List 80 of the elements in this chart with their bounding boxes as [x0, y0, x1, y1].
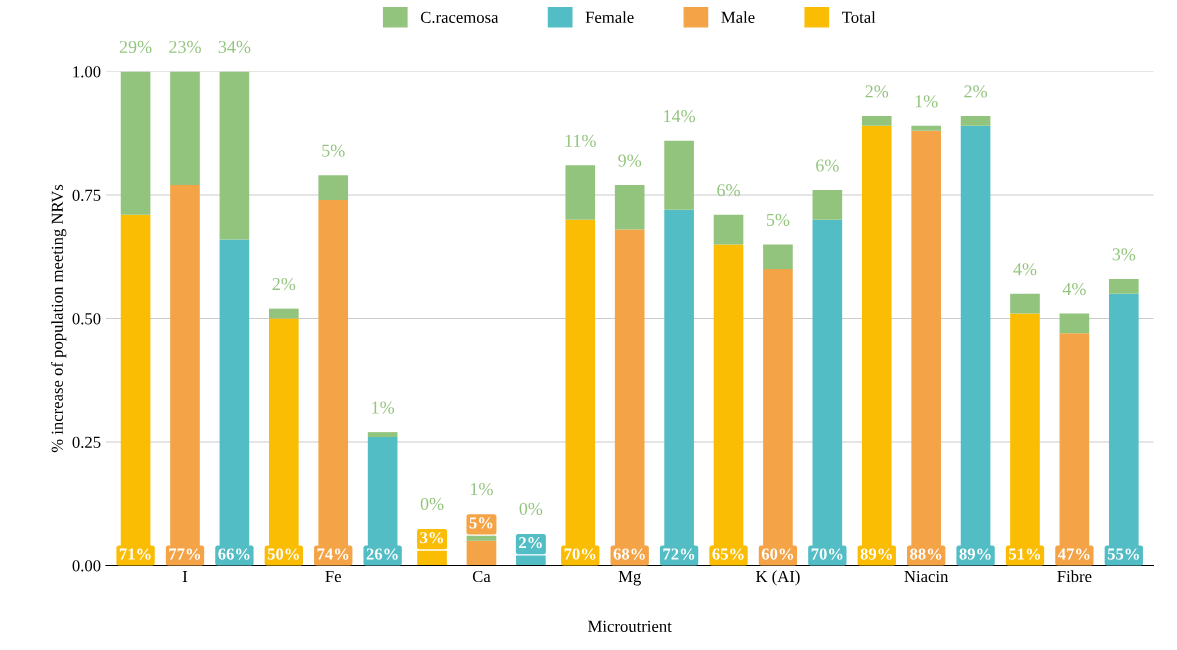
data-label: 74% [317, 548, 349, 560]
data-label: 9% [618, 154, 642, 167]
data-label: 2% [865, 85, 889, 98]
data-label: 23% [169, 40, 201, 54]
data-label: 70% [811, 548, 843, 560]
data-label: 5% [469, 517, 493, 529]
y-axis-title: % increase of population meeting NRVs [51, 184, 67, 453]
bar [812, 190, 843, 220]
data-label: 4% [1013, 263, 1037, 276]
bar [367, 432, 398, 438]
legend-label: Total [842, 11, 876, 23]
bar [713, 214, 744, 245]
data-label: 26% [366, 548, 398, 560]
data-label: 68% [613, 548, 645, 560]
bar [268, 308, 299, 319]
x-tick-label: Niacin [904, 570, 949, 583]
data-label: 89% [860, 548, 892, 560]
data-label: 1% [915, 95, 938, 108]
y-tick-label: 0.00 [72, 560, 101, 572]
data-label: 2% [964, 85, 987, 98]
x-tick-label: Ca [472, 570, 491, 583]
bar [1059, 313, 1090, 334]
bar [1010, 293, 1040, 314]
data-label: 5% [766, 213, 790, 226]
data-label: 2% [272, 277, 296, 291]
legend-label: Female [585, 11, 634, 23]
data-label: 5% [322, 144, 345, 157]
bar [664, 140, 694, 210]
x-tick-label: I [182, 571, 188, 582]
data-label: 65% [712, 548, 744, 560]
data-label: 14% [664, 109, 696, 123]
data-label: 60% [761, 548, 794, 560]
data-label: 55% [1107, 548, 1139, 560]
bar [120, 71, 151, 215]
data-label: 11% [565, 134, 596, 147]
data-label: 29% [119, 40, 152, 54]
bar [565, 165, 596, 220]
y-tick-label: 0.25 [72, 436, 101, 449]
data-label: 3% [420, 532, 443, 544]
data-label: 4% [1062, 282, 1086, 296]
data-label: 0% [420, 497, 444, 511]
bar [763, 244, 793, 270]
data-label: 2% [519, 537, 542, 549]
bar [960, 115, 991, 126]
bar [466, 540, 497, 566]
y-tick-label: 0.75 [72, 189, 101, 202]
x-axis-title: Microutrient [588, 620, 672, 632]
x-tick-label: K (AI) [755, 570, 800, 586]
data-label: 89% [959, 548, 991, 560]
bar [318, 175, 349, 200]
bar [614, 185, 645, 230]
x-tick-label: Fe [325, 571, 341, 583]
data-label: 51% [1008, 548, 1041, 560]
x-tick-label: Mg [618, 570, 641, 586]
data-label: 0% [519, 502, 543, 515]
bar [911, 125, 941, 131]
data-label: 72% [663, 548, 695, 560]
legend-label: Male [721, 11, 755, 23]
bar [466, 535, 497, 541]
y-tick-label: 0.50 [72, 313, 101, 325]
data-label: 1% [372, 401, 395, 414]
data-label: 77% [169, 548, 201, 560]
data-label: 88% [910, 548, 942, 560]
data-label: 34% [218, 40, 251, 54]
data-label: 3% [1112, 248, 1136, 261]
data-label: 71% [119, 548, 151, 560]
bar [219, 71, 250, 240]
legend-label: C.racemosa [420, 11, 499, 24]
bar [170, 71, 200, 186]
data-label: 70% [564, 548, 596, 560]
data-label: 6% [717, 184, 740, 197]
bar [861, 115, 892, 126]
bar [1108, 278, 1139, 294]
data-label: 6% [816, 159, 839, 172]
data-label: 66% [218, 548, 250, 560]
data-label: 1% [471, 482, 493, 496]
data-label: 50% [267, 548, 299, 560]
x-tick-label: Fibre [1057, 570, 1092, 583]
y-tick-label: 1.00 [73, 66, 101, 78]
data-label: 47% [1057, 548, 1090, 560]
